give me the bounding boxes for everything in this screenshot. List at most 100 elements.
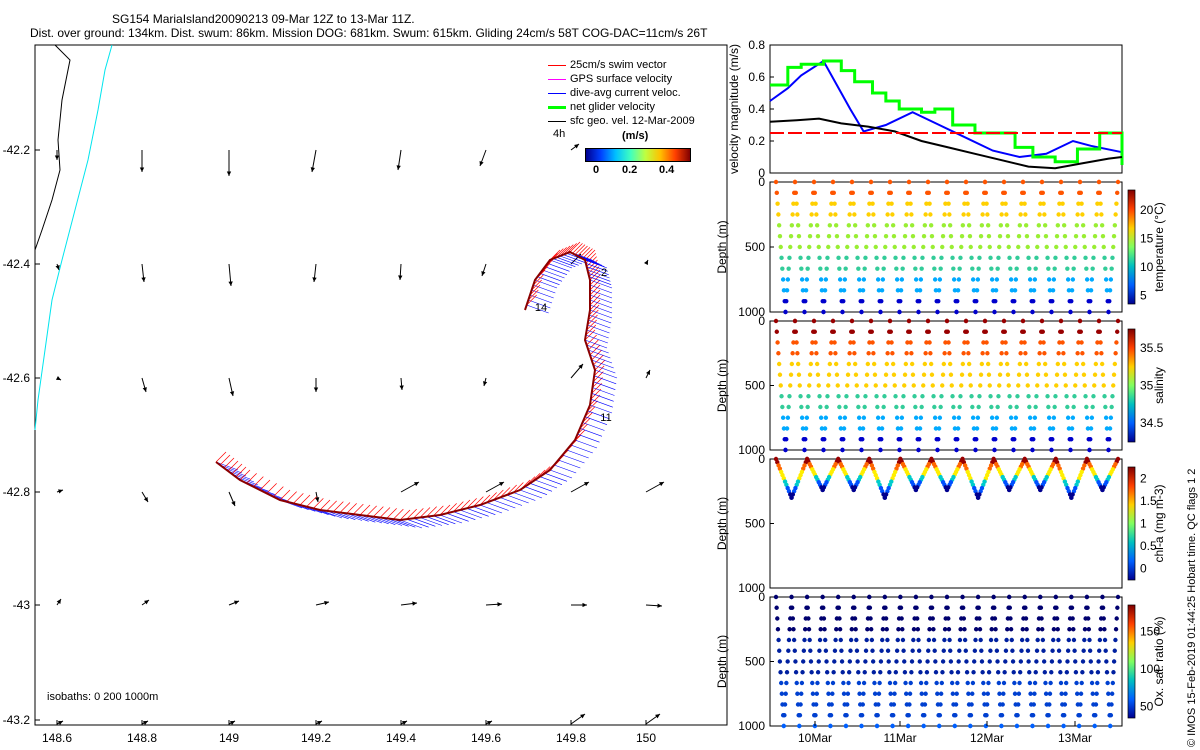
profile-point xyxy=(943,340,948,345)
swim-vector xyxy=(594,359,606,371)
profile-point xyxy=(922,702,928,707)
profile-point xyxy=(1043,691,1049,696)
profile-point xyxy=(1026,394,1031,399)
profile-point xyxy=(1111,659,1117,664)
profile-point xyxy=(784,288,790,293)
current-vector xyxy=(529,483,553,492)
profile-point xyxy=(1027,415,1033,420)
profile-point xyxy=(1049,309,1054,315)
profile-point xyxy=(1063,680,1069,686)
profile-point xyxy=(962,627,967,632)
profile-point xyxy=(821,605,826,610)
swim-vector xyxy=(586,319,597,331)
profile-point xyxy=(968,723,973,729)
profile-point xyxy=(1074,691,1080,696)
profile-point xyxy=(898,594,903,600)
velocity-series xyxy=(769,117,1123,170)
profile-point xyxy=(898,298,903,304)
profile-point xyxy=(936,288,942,293)
profile-point xyxy=(960,361,966,367)
profile-point xyxy=(1076,340,1081,345)
profile-point xyxy=(1096,318,1102,324)
profile-point xyxy=(932,404,937,410)
profile-point xyxy=(994,277,1000,282)
profile-point xyxy=(1030,309,1035,315)
profile-point xyxy=(828,212,833,217)
profile-point xyxy=(784,298,789,304)
profile-point xyxy=(780,266,785,271)
profile-point xyxy=(864,233,870,239)
profile-point xyxy=(838,637,843,643)
profile-point xyxy=(1005,372,1011,377)
profile-point xyxy=(956,659,961,664)
map-x-tick-label: 148.6 xyxy=(42,731,72,745)
profile-point xyxy=(791,340,796,345)
profile-dive xyxy=(944,594,965,729)
profile-point xyxy=(816,383,821,388)
profile-point xyxy=(1061,223,1067,228)
profile-point xyxy=(962,637,968,643)
profile-point xyxy=(1047,426,1053,431)
profile-point xyxy=(1080,212,1085,217)
current-vector xyxy=(570,444,593,454)
geo-vector-head xyxy=(644,260,648,265)
profile-point xyxy=(806,616,811,621)
profile-point xyxy=(837,616,842,621)
profile-point xyxy=(816,659,821,664)
profile-point xyxy=(950,255,955,261)
profile-point xyxy=(802,447,807,453)
profile-point xyxy=(933,288,939,293)
profile-point xyxy=(1035,637,1040,643)
map-x-tick-label: 149.2 xyxy=(301,731,331,745)
swim-vector xyxy=(419,507,431,518)
profile-point xyxy=(830,179,836,185)
profile-point xyxy=(947,361,953,367)
profile-point xyxy=(807,244,812,250)
time-x-tick-label: 10Mar xyxy=(798,731,832,745)
profile-point xyxy=(1062,372,1068,377)
profile-point xyxy=(942,212,947,217)
profile-point xyxy=(832,648,838,653)
profile-point xyxy=(1107,437,1112,442)
profile-point xyxy=(1095,340,1100,345)
profile-point xyxy=(952,723,957,729)
profile-point xyxy=(875,266,880,271)
profile-point xyxy=(961,351,966,356)
scale-label: 4h xyxy=(553,128,566,140)
profile-point xyxy=(1012,298,1017,304)
profile-point xyxy=(875,404,880,410)
profile-point xyxy=(862,670,867,675)
profile-point xyxy=(845,244,850,250)
profile-point xyxy=(809,670,814,675)
profile-dive xyxy=(820,594,841,729)
colorbar-tick-label: 1.5 xyxy=(1140,494,1157,508)
profile-point xyxy=(1091,255,1096,261)
profile-point xyxy=(821,447,826,453)
profile-point xyxy=(879,437,884,442)
profile-point xyxy=(788,244,793,250)
profile-point xyxy=(894,404,899,410)
profile-point xyxy=(887,680,893,686)
profile-point xyxy=(1076,723,1082,729)
profile-point xyxy=(783,447,788,453)
profile-point xyxy=(1077,713,1082,718)
profile-point xyxy=(1050,298,1055,304)
swim-vector xyxy=(589,289,601,301)
profile-point xyxy=(1025,648,1031,653)
profile-dive xyxy=(991,594,1012,729)
profile-point xyxy=(823,277,829,282)
profile-point xyxy=(830,680,836,686)
profile-point xyxy=(853,372,859,377)
profile-point xyxy=(1085,605,1090,610)
swim-vector xyxy=(459,499,471,511)
profile-point xyxy=(1073,372,1079,377)
profile-point xyxy=(988,394,993,399)
profile-point xyxy=(911,627,917,632)
profile-point xyxy=(915,616,920,621)
swim-vector xyxy=(266,483,277,494)
profile-point xyxy=(985,212,990,217)
profile-point xyxy=(1002,670,1007,675)
profile-point xyxy=(1086,616,1091,621)
profile-point xyxy=(815,233,821,239)
current-vector xyxy=(544,266,568,275)
